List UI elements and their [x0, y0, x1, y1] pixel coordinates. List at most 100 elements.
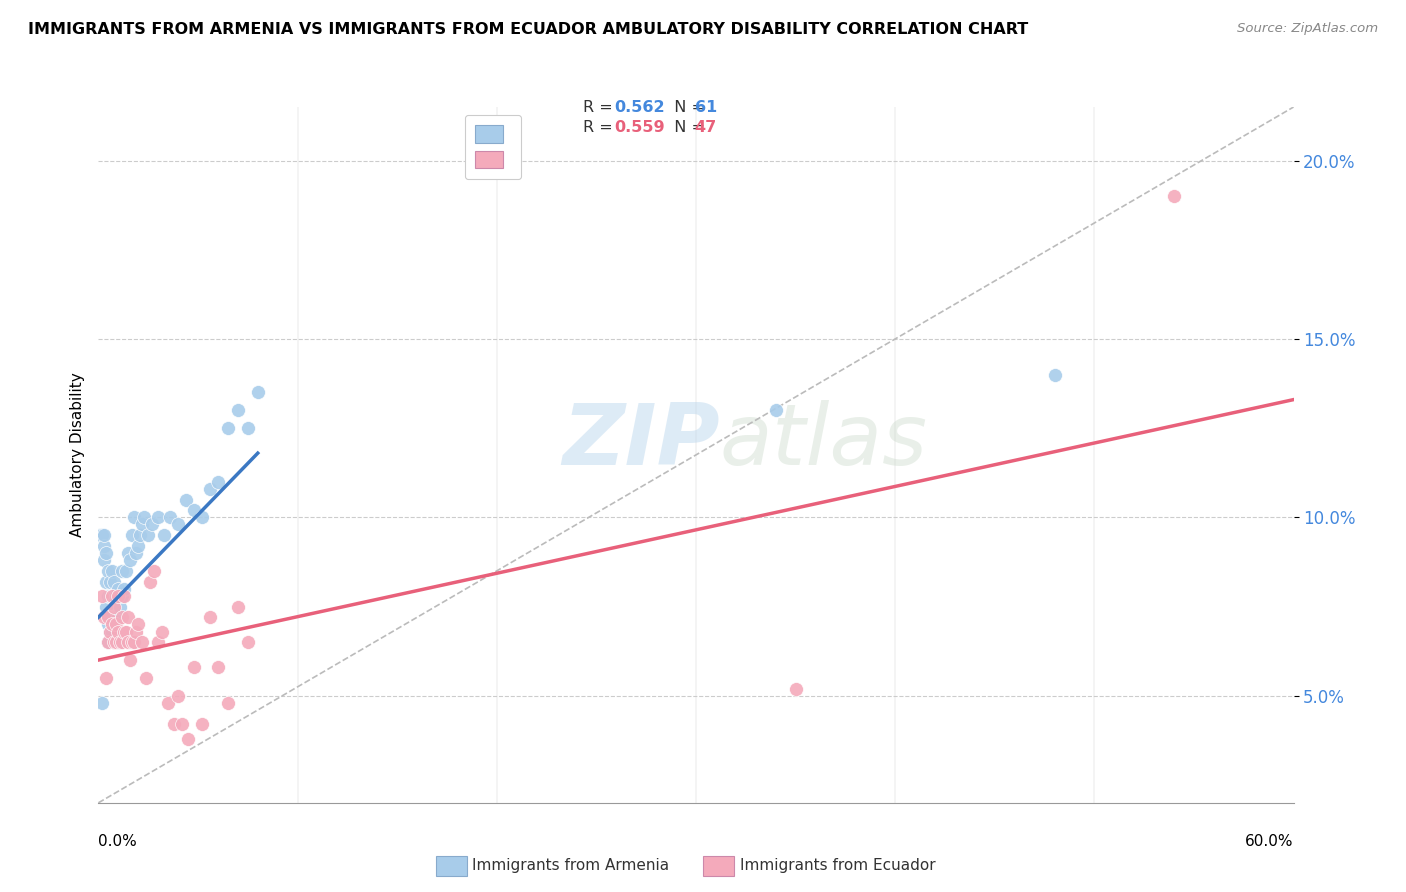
Point [163, 717, 186, 731]
Point [117, 610, 139, 624]
Point [93, 610, 115, 624]
Point [177, 731, 200, 746]
Point [112, 624, 135, 639]
Point [125, 546, 148, 560]
Text: 61: 61 [695, 100, 717, 114]
Point [96, 671, 118, 685]
Point [135, 671, 157, 685]
Point [97, 635, 120, 649]
Point [97, 635, 120, 649]
Text: 60.0%: 60.0% [1246, 834, 1294, 849]
Point [111, 610, 134, 624]
Point [96, 599, 118, 614]
Point [112, 582, 135, 596]
Point [141, 517, 163, 532]
Point [121, 635, 143, 649]
Point [97, 589, 120, 603]
Text: IMMIGRANTS FROM ARMENIA VS IMMIGRANTS FROM ECUADOR AMBULATORY DISABILITY CORRELA: IMMIGRANTS FROM ARMENIA VS IMMIGRANTS FR… [28, 22, 1028, 37]
Point [97, 617, 120, 632]
Text: 47: 47 [695, 120, 717, 135]
Text: atlas: atlas [720, 400, 928, 483]
Point [103, 599, 125, 614]
Point [101, 589, 124, 603]
Point [125, 624, 148, 639]
Point [148, 635, 170, 649]
Point [103, 610, 125, 624]
Point [110, 635, 132, 649]
Y-axis label: Ambulatory Disability: Ambulatory Disability [69, 373, 84, 537]
Point [111, 564, 134, 578]
Point [91, 696, 114, 710]
Point [217, 421, 239, 435]
Point [121, 528, 143, 542]
Point [101, 564, 124, 578]
Point [115, 624, 138, 639]
Point [226, 599, 249, 614]
Point [236, 421, 259, 435]
Point [98, 624, 122, 639]
Point [115, 564, 138, 578]
Point [93, 539, 115, 553]
Point [148, 510, 170, 524]
Point [97, 610, 120, 624]
Point [105, 589, 128, 603]
Point [103, 635, 125, 649]
Point [107, 624, 129, 639]
Point [134, 510, 156, 524]
Point [143, 564, 166, 578]
Text: N =: N = [664, 100, 710, 114]
Text: Immigrants from Armenia: Immigrants from Armenia [472, 858, 669, 872]
Point [153, 528, 176, 542]
Point [765, 403, 787, 417]
Point [103, 589, 125, 603]
Point [129, 528, 152, 542]
Point [91, 528, 114, 542]
Text: R =: R = [583, 100, 619, 114]
Point [157, 696, 180, 710]
Point [785, 681, 807, 696]
Point [207, 475, 229, 489]
Point [103, 574, 125, 589]
Point [89, 528, 111, 542]
Point [124, 510, 146, 524]
Point [139, 574, 162, 589]
Point [246, 385, 269, 400]
Point [226, 403, 249, 417]
Text: N =: N = [664, 120, 710, 135]
Point [111, 589, 134, 603]
Point [131, 517, 153, 532]
Point [191, 510, 214, 524]
Point [105, 635, 128, 649]
Point [105, 610, 128, 624]
Point [167, 689, 190, 703]
Text: 0.562: 0.562 [614, 100, 665, 114]
Legend: , : , [464, 115, 522, 179]
Point [1043, 368, 1066, 382]
Point [124, 635, 146, 649]
Point [174, 492, 197, 507]
Point [159, 510, 181, 524]
Point [136, 528, 159, 542]
Point [127, 539, 149, 553]
Text: Source: ZipAtlas.com: Source: ZipAtlas.com [1237, 22, 1378, 36]
Point [1163, 189, 1185, 203]
Point [107, 589, 129, 603]
Point [93, 553, 115, 567]
Point [236, 635, 259, 649]
Point [117, 546, 139, 560]
Point [97, 564, 120, 578]
Point [117, 635, 139, 649]
Text: Immigrants from Ecuador: Immigrants from Ecuador [740, 858, 935, 872]
Point [111, 635, 134, 649]
Point [96, 546, 118, 560]
Point [112, 589, 135, 603]
Point [96, 574, 118, 589]
Point [127, 617, 149, 632]
Point [191, 717, 214, 731]
Point [110, 599, 132, 614]
Point [120, 653, 142, 667]
Point [98, 624, 122, 639]
Text: R =: R = [583, 120, 619, 135]
Point [103, 635, 125, 649]
Point [107, 610, 129, 624]
